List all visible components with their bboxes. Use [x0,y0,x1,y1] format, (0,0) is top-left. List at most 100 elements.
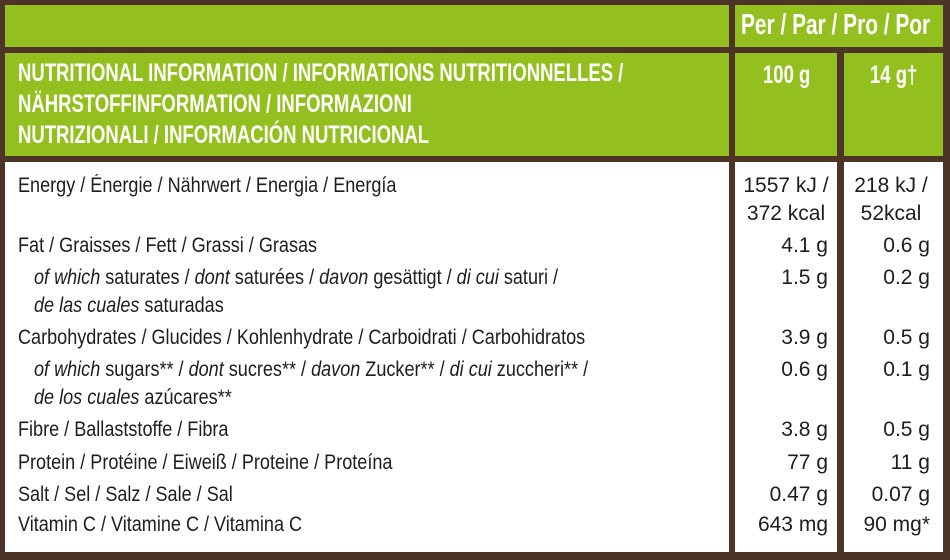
value-line: 372 kcal [746,202,826,225]
value-portion-fat: 0.6 g [846,232,930,260]
value-line: 3.8 g [781,418,828,441]
label-segment: Fibre / Ballaststoffe / Fibra [18,418,229,441]
label-segment: sucres** / [223,358,312,381]
label-segment: zuccheri** / [491,358,589,381]
col-portion-header: 14 g† [844,53,943,156]
value-portion-salt: 0.07 g [846,481,930,509]
label-segment: Fat / Graisses / Fett / Grassi / Grasas [18,234,318,257]
value-portion-fibre: 0.5 g [846,416,930,444]
values-100g-column [735,162,837,552]
value-line: 52kcal [860,202,922,225]
value-line: 0.1 g [883,358,930,381]
label-segment: Vitamin C / Vitamine C / Vitamina C [18,513,303,536]
value-100g-carbohydrates: 3.9 g [738,324,828,352]
value-portion-energy: 218 kJ / 52kcal [846,172,936,228]
row-label-protein: Protein / Protéine / Eiweiß / Proteine /… [18,449,392,477]
value-100g-salt: 0.47 g [738,481,828,509]
value-100g-saturates: 1.5 g [738,264,828,292]
label-line: Vitamin C / Vitamine C / Vitamina C [18,511,302,539]
label-segment: di cui [449,358,492,381]
value-line: 0.6 g [781,358,828,381]
label-segment: sugars** / [100,358,189,381]
value-line: 0.5 g [883,326,930,349]
row-label-salt: Salt / Sel / Salz / Sale / Sal [18,481,233,509]
value-portion-protein: 11 g [846,449,930,477]
label-line: Fat / Graisses / Fett / Grassi / Grasas [18,232,317,260]
value-portion-vitamin-c: 90 mg* [846,511,930,539]
title-line: NUTRIZIONALI / INFORMACIÓN NUTRICIONAL [18,121,430,149]
value-line: 77 g [787,451,828,474]
value-line: 3.9 g [781,326,828,349]
value-line: 11 g [890,451,930,474]
label-segment: di cui [456,266,499,289]
label-line: Carbohydrates / Glucides / Kohlenhydrate… [18,324,585,352]
value-100g-energy: 1557 kJ / 372 kcal [738,172,834,228]
per-header-cell: Per / Par / Pro / Por [735,5,943,47]
value-line: 1.5 g [781,266,828,289]
value-100g-protein: 77 g [738,449,828,477]
value-portion-carbohydrates: 0.5 g [846,324,930,352]
row-label-fibre: Fibre / Ballaststoffe / Fibra [18,416,228,444]
values-portion-column [844,162,943,552]
value-line: 0.07 g [871,483,930,506]
label-segment: dont [194,266,230,289]
label-line: Protein / Protéine / Eiweiß / Proteine /… [18,449,392,477]
label-line: Energy / Énergie / Nährwert / Energia / … [18,172,396,200]
row-label-vitamin-c: Vitamin C / Vitamine C / Vitamina C [18,511,302,539]
value-line: 0.47 g [769,483,828,506]
row-label-carbohydrates: Carbohydrates / Glucides / Kohlenhydrate… [18,324,585,352]
label-segment: Protein / Protéine / Eiweiß / Proteine /… [18,451,393,474]
col-100g-header: 100 g [735,53,837,156]
label-segment: de los cuales [34,386,140,409]
label-segment: davon [319,266,369,289]
label-line: de los cuales azúcares** [34,384,588,412]
label-line: de las cuales saturadas [34,292,558,320]
value-line: 0.6 g [883,234,930,257]
value-100g-fibre: 3.8 g [738,416,828,444]
label-segment: Energy / Énergie / Nährwert / Energia / … [18,174,397,197]
value-line: 4.1 g [781,234,828,257]
col-portion-label: 14 g† [870,61,918,89]
header-blank-cell [5,5,729,47]
label-segment: saturées / [229,266,320,289]
value-portion-sugars: 0.1 g [846,356,930,384]
label-line: of which saturates / dont saturées / dav… [34,264,558,292]
value-100g-fat: 4.1 g [738,232,828,260]
title-cell: NUTRITIONAL INFORMATION / INFORMATIONS N… [5,53,729,156]
label-segment: of which [34,266,101,289]
label-segment: saturadas [139,294,224,317]
label-segment: azúcares** [139,386,232,409]
label-line: Salt / Sel / Salz / Sale / Sal [18,481,233,509]
table-title: NUTRITIONAL INFORMATION / INFORMATIONS N… [18,58,623,151]
value-100g-sugars: 0.6 g [738,356,828,384]
title-line: NÄHRSTOFFINFORMATION / INFORMAZIONI [18,90,412,118]
value-line: 0.2 g [883,266,930,289]
label-segment: Zucker** / [360,358,450,381]
label-line: of which sugars** / dont sucres** / davo… [34,356,588,384]
row-label-saturates: of which saturates / dont saturées / dav… [34,264,558,320]
label-segment: dont [188,358,224,381]
col-100g-label: 100 g [763,61,811,89]
row-label-fat: Fat / Graisses / Fett / Grassi / Grasas [18,232,317,260]
label-segment: de las cuales [34,294,140,317]
label-segment: saturi / [498,266,559,289]
row-label-energy: Energy / Énergie / Nährwert / Energia / … [18,172,396,200]
value-line: 90 mg* [863,513,930,536]
value-portion-saturates: 0.2 g [846,264,930,292]
value-line: 643 mg [757,513,828,536]
label-segment: davon [311,358,361,381]
value-100g-vitamin-c: 643 mg [738,511,828,539]
label-segment: of which [34,358,101,381]
label-segment: Salt / Sel / Salz / Sale / Sal [18,483,233,506]
label-segment: Carbohydrates / Glucides / Kohlenhydrate… [18,326,586,349]
value-line: 0.5 g [883,418,930,441]
per-label: Per / Par / Pro / Por [741,9,931,41]
label-segment: saturates / [100,266,195,289]
value-line: 218 kJ / [854,174,928,197]
row-label-sugars: of which sugars** / dont sucres** / davo… [34,356,588,412]
label-line: Fibre / Ballaststoffe / Fibra [18,416,228,444]
labels-column [5,162,729,552]
title-line: NUTRITIONAL INFORMATION / INFORMATIONS N… [18,59,624,87]
value-line: 1557 kJ / [743,174,829,197]
label-segment: gesättigt / [368,266,457,289]
